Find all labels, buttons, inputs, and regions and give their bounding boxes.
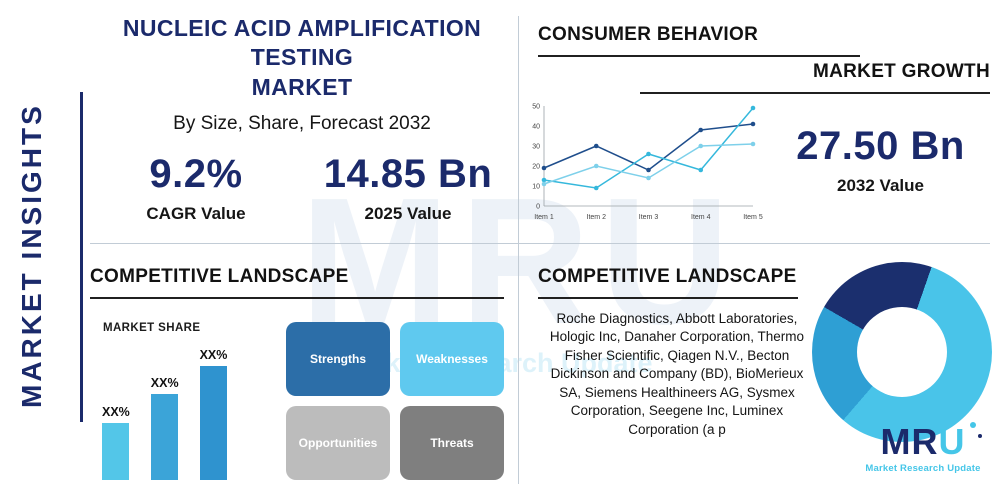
donut-hole — [857, 307, 947, 397]
data-point — [750, 105, 756, 111]
line-series-navy-series — [543, 123, 754, 171]
mru-logo-tagline: Market Research Update — [865, 463, 981, 474]
horizontal-divider — [90, 243, 990, 244]
mru-logo: MRU Market Research Update — [852, 421, 994, 474]
y-tick-label: 10 — [532, 183, 540, 190]
page-subtitle: By Size, Share, Forecast 2032 — [173, 113, 431, 135]
data-point — [750, 121, 756, 127]
swot-cell-opportunities: Opportunities — [286, 406, 390, 480]
cagr-value: 9.2% — [149, 152, 243, 197]
market-share-bar — [102, 423, 130, 480]
logo-dot — [977, 434, 982, 438]
consumer-behavior-heading: CONSUMER BEHAVIOR — [538, 24, 860, 57]
value-2032: 27.50 Bn — [796, 124, 965, 168]
sidebar-rule — [80, 92, 83, 422]
market-overview-section: NUCLEIC ACID AMPLIFICATION TESTING MARKE… — [90, 14, 514, 224]
x-tick-label: Item 3 — [639, 214, 659, 221]
stats-row: 9.2% CAGR Value 14.85 Bn 2025 Value — [90, 152, 514, 224]
competitive-landscape-left-heading: COMPETITIVE LANDSCAPE — [90, 266, 504, 299]
page-title-line1: NUCLEIC ACID AMPLIFICATION TESTING — [122, 15, 482, 71]
swot-grid: Strengths Weaknesses Opportunities Threa… — [286, 322, 504, 480]
market-insights-vertical-label: MARKET INSIGHTS — [16, 103, 47, 409]
data-point — [593, 143, 599, 149]
y-tick-label: 20 — [532, 163, 540, 170]
logo-letter-m: M — [880, 421, 912, 462]
logo-letter-r: R — [911, 421, 939, 462]
value-2025-stat: 14.85 Bn 2025 Value — [302, 152, 514, 224]
x-tick-label: Item 1 — [534, 214, 554, 221]
market-share-bar — [199, 366, 227, 480]
competitive-landscape-right-heading: COMPETITIVE LANDSCAPE — [538, 266, 798, 299]
data-point — [750, 141, 756, 147]
value-2025-label: 2025 Value — [364, 204, 452, 224]
page-title-line2: MARKET — [251, 73, 353, 100]
key-companies-text: Roche Diagnostics, Abbott Laboratories, … — [549, 311, 805, 437]
value-2032-label: 2032 Value — [837, 176, 924, 195]
data-point — [541, 177, 547, 183]
data-point — [698, 143, 704, 149]
value-2032-stat: 27.50 Bn 2032 Value — [778, 124, 983, 196]
cagr-stat: 9.2% CAGR Value — [90, 152, 302, 224]
data-point — [646, 175, 651, 181]
mru-logo-text: MRU — [880, 421, 982, 462]
cagr-label: CAGR Value — [146, 204, 246, 224]
market-growth-heading: MARKET GROWTH — [640, 61, 990, 94]
vertical-divider — [518, 16, 519, 484]
bar-value-label: XX% — [199, 348, 228, 362]
swot-cell-weaknesses: Weaknesses — [400, 322, 504, 396]
x-tick-label: Item 2 — [587, 214, 607, 221]
market-share-bar — [151, 394, 179, 480]
x-tick-label: Item 4 — [691, 214, 711, 221]
value-2025: 14.85 Bn — [323, 152, 493, 197]
data-point — [698, 167, 704, 173]
data-point — [593, 185, 599, 191]
bar-group: XX% — [102, 405, 130, 480]
y-tick-label: 50 — [532, 103, 540, 110]
bar-value-label: XX% — [102, 405, 130, 419]
data-point — [541, 165, 547, 171]
page-title: NUCLEIC ACID AMPLIFICATION TESTING MARKE… — [90, 14, 514, 102]
bar-group: XX% — [151, 376, 179, 480]
bar-value-label: XX% — [150, 376, 179, 390]
swot-cell-threats: Threats — [400, 406, 504, 480]
data-point — [541, 181, 547, 187]
market-share-label: MARKET SHARE — [103, 322, 201, 334]
company-share-donut — [812, 262, 992, 442]
logo-dot — [969, 422, 976, 428]
market-share-bar-chart: XX% XX% XX% — [102, 340, 272, 480]
growth-line-chart: 0 10 20 30 40 50 Item 1 Item 2 Item 3 Item 4 Item … — [532, 103, 763, 221]
data-point — [698, 127, 704, 133]
data-point — [593, 163, 599, 169]
y-tick-label: 40 — [532, 123, 540, 130]
y-tick-label: 0 — [536, 203, 540, 210]
bar-group: XX% — [199, 348, 228, 480]
swot-cell-strengths: Strengths — [286, 322, 390, 396]
data-point — [646, 167, 651, 173]
data-point — [646, 151, 651, 157]
y-tick-label: 30 — [532, 143, 540, 150]
logo-letter-u: U — [938, 421, 966, 462]
x-tick-label: Item 5 — [743, 214, 763, 221]
